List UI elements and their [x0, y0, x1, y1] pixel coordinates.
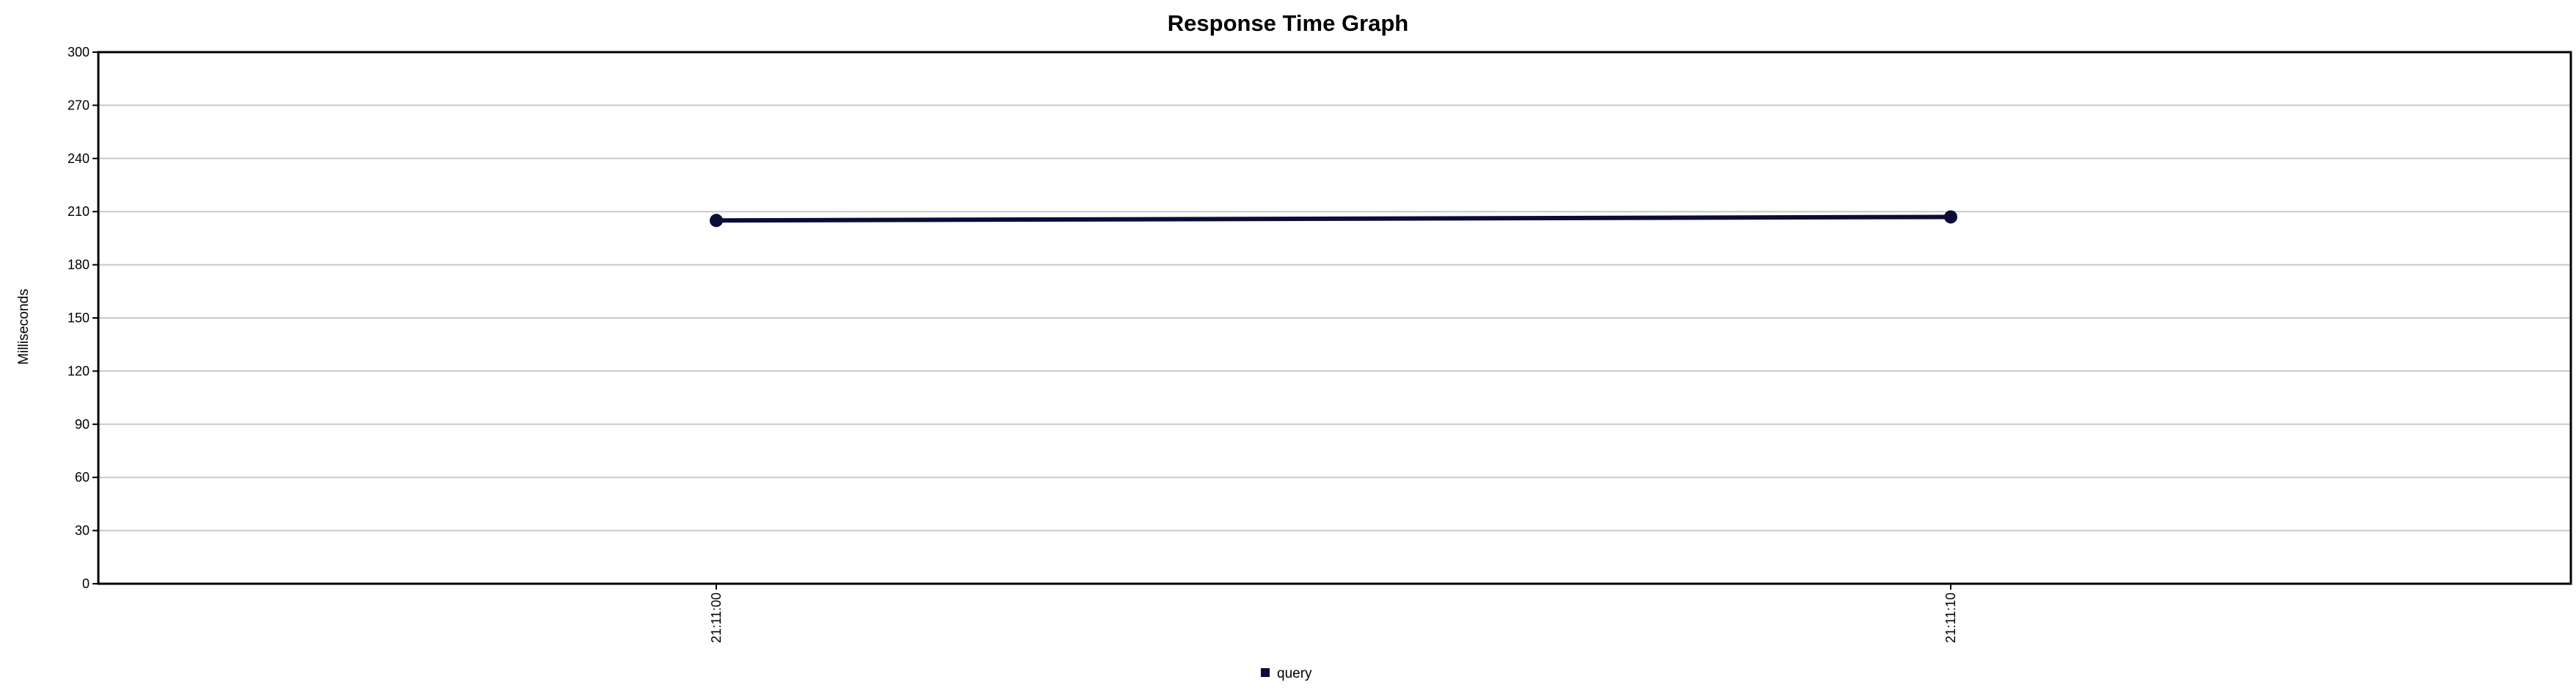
y-axis-label: Milliseconds — [16, 289, 32, 364]
y-tick-label-10: 300 — [68, 45, 90, 59]
y-tick-label-7: 210 — [68, 204, 90, 219]
y-tick-label-1: 30 — [75, 524, 90, 538]
plot-area-border — [97, 51, 2572, 585]
data-point-query-0 — [710, 214, 723, 228]
chart-title: Response Time Graph — [1168, 10, 1408, 36]
y-tick-label-4: 120 — [68, 363, 90, 378]
y-axis-ticks: 0 30 60 90 120 150 180 210 240 270 300 — [68, 45, 98, 591]
x-tick-label-0: 21:11:00 — [709, 593, 724, 643]
x-tick-label-1: 21:11:10 — [1943, 593, 1958, 643]
data-point-query-1 — [1944, 210, 1957, 224]
y-tick-label-3: 90 — [75, 417, 90, 432]
gridlines — [98, 104, 2571, 532]
legend-label-query: query — [1277, 666, 1312, 681]
y-tick-label-0: 0 — [82, 576, 90, 591]
y-tick-label-6: 180 — [68, 258, 90, 272]
y-tick-label-5: 150 — [68, 311, 90, 325]
x-axis-ticks: 21:11:00 21:11:10 — [709, 584, 1958, 643]
series-line-query — [714, 214, 1953, 223]
y-tick-label-8: 240 — [68, 151, 90, 166]
y-tick-label-2: 60 — [75, 470, 90, 485]
legend-swatch-query — [1261, 668, 1270, 677]
legend: query — [1261, 666, 1312, 681]
series-layer — [710, 210, 1957, 228]
y-tick-label-9: 270 — [68, 98, 90, 112]
